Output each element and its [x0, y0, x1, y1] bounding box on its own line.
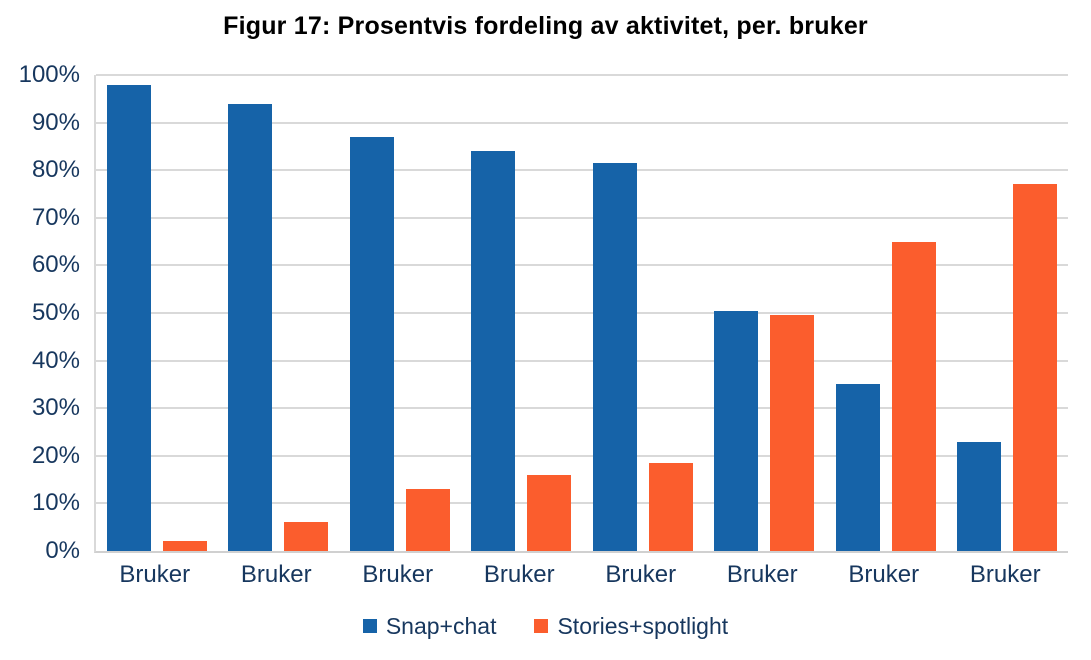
y-tick-label-0pct: 0%: [45, 537, 80, 564]
legend-item-snap-chat: Snap+chat: [362, 612, 497, 640]
bars-container: [96, 75, 1068, 551]
gridline-100: [96, 74, 1068, 76]
bar-stories-spotlight-8: [1013, 184, 1058, 551]
category-group-6: [704, 75, 826, 551]
category-group-8: [947, 75, 1069, 551]
bar-snap-chat-6: [714, 310, 759, 551]
y-tick-label-30pct: 30%: [31, 394, 80, 422]
legend: Snap+chat Stories+spotlight: [0, 612, 1091, 640]
gridline-40: [96, 359, 1068, 362]
gridline-10: [96, 502, 1068, 505]
chart-title: Figur 17: Prosentvis fordeling av aktivi…: [223, 12, 868, 40]
legend-label: Stories+spotlight: [557, 612, 729, 639]
category-group-1: [96, 75, 218, 551]
x-axis: Bruker Bruker Bruker Bruker Bruker Bruker Bruk…: [94, 560, 1066, 590]
y-tick-label-40pct: 40%: [31, 346, 80, 374]
y-tick-label-80pct: 80%: [31, 156, 80, 184]
bar-snap-chat-5: [592, 163, 637, 551]
bar-stories-spotlight-6: [770, 315, 815, 551]
gridline-50: [96, 312, 1068, 314]
y-tick-label-10pct: 10%: [31, 489, 80, 517]
gridline-80: [96, 169, 1068, 172]
bar-stories-spotlight-1: [162, 541, 207, 551]
bar-stories-spotlight-5: [648, 462, 693, 551]
plot-area: [94, 74, 1068, 553]
x-tick-label-8: Bruker: [969, 561, 1041, 588]
bar-stories-spotlight-2: [284, 522, 329, 551]
y-tick-label-70pct: 70%: [31, 203, 80, 231]
y-tick-label-90pct: 90%: [31, 108, 80, 136]
category-group-2: [218, 75, 340, 551]
x-tick-label-6: Bruker: [726, 561, 798, 588]
gridline-30: [96, 407, 1068, 410]
category-group-4: [461, 75, 583, 551]
x-tick-label-3: Bruker: [362, 561, 434, 588]
bar-stories-spotlight-7: [891, 241, 936, 551]
bar-snap-chat-7: [835, 384, 880, 551]
x-tick-label-2: Bruker: [240, 561, 312, 588]
category-group-5: [582, 75, 704, 551]
gridline-20: [96, 454, 1068, 457]
gridline-60: [96, 264, 1068, 267]
bar-snap-chat-1: [106, 84, 151, 551]
x-tick-label-4: Bruker: [483, 561, 555, 588]
y-tick-label-60pct: 60%: [31, 251, 80, 279]
bar-stories-spotlight-4: [527, 474, 572, 551]
bar-snap-chat-4: [471, 151, 516, 551]
x-tick-label-5: Bruker: [605, 561, 677, 588]
legend-swatch-icon: [534, 619, 549, 633]
y-tick-label-100pct: 100%: [18, 61, 80, 88]
legend-item-stories-spotlight: Stories+spotlight: [534, 612, 728, 640]
y-tick-label-50pct: 50%: [31, 299, 80, 326]
y-axis: 0% 10% 20% 30% 40% 50% 60% 70% 80% 90% 100%: [0, 0, 80, 660]
bar-snap-chat-8: [957, 441, 1002, 551]
bar-snap-chat-3: [349, 136, 394, 551]
x-tick-label-1: Bruker: [119, 561, 191, 588]
bar-snap-chat-2: [228, 103, 273, 551]
legend-swatch-icon: [362, 619, 377, 633]
legend-label: Snap+chat: [385, 612, 497, 639]
gridline-70: [96, 216, 1068, 219]
category-group-3: [339, 75, 461, 551]
bar-stories-spotlight-3: [405, 489, 450, 551]
x-tick-label-7: Bruker: [848, 561, 920, 588]
category-group-7: [825, 75, 947, 551]
gridline-90: [96, 121, 1068, 124]
y-tick-label-20pct: 20%: [31, 441, 80, 469]
